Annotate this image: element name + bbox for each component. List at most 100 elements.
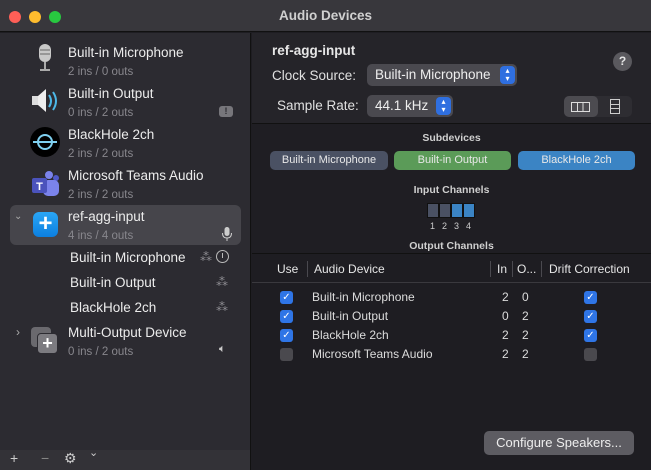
use-checkbox[interactable]: ✓: [280, 291, 293, 304]
input-channel-number: 1: [430, 221, 436, 231]
waveform-icon: ⁂: [200, 250, 212, 264]
add-device-button[interactable]: +: [10, 450, 19, 466]
gear-icon[interactable]: ⚙: [64, 450, 77, 466]
rows-view-button[interactable]: [598, 96, 632, 117]
chevron-down-icon[interactable]: ⌄: [14, 211, 23, 222]
input-channel-box[interactable]: [463, 203, 475, 218]
microphone-icon: [39, 44, 51, 71]
column-header-in[interactable]: In: [497, 262, 508, 276]
close-button[interactable]: [9, 11, 21, 23]
remove-device-button[interactable]: −: [41, 450, 50, 466]
column-header-out[interactable]: O...: [517, 262, 537, 276]
device-name: ref-agg-input: [68, 209, 145, 224]
columns-view-button[interactable]: [564, 96, 598, 117]
input-channel-box[interactable]: [427, 203, 439, 218]
help-button[interactable]: ?: [613, 52, 632, 71]
teams-icon: T: [32, 171, 59, 196]
subdevice-item[interactable]: BlackHole 2ch: [70, 300, 157, 315]
device-channels: 0 ins / 2 outs: [68, 107, 134, 119]
chevron-down-icon[interactable]: ⌄: [89, 447, 99, 459]
input-count: 2: [502, 347, 509, 361]
default-output-speaker-icon: 🔈︎: [219, 343, 226, 355]
device-name: Built-in Microphone: [68, 45, 184, 60]
device-name: Microsoft Teams Audio: [68, 168, 204, 183]
device-channels: 2 ins / 2 outs: [68, 148, 134, 160]
column-separator: [490, 261, 491, 277]
table-row: ✓ Built-in Output 0 2 ✓: [252, 308, 651, 326]
column-header-use[interactable]: Use: [277, 262, 299, 276]
input-count: 2: [502, 328, 509, 342]
column-separator: [307, 261, 308, 277]
default-input-microphone-icon: [222, 227, 232, 241]
device-item-ref-agg-input[interactable]: ⌄ + ref-agg-input 4 ins / 4 outs: [0, 205, 250, 245]
device-item-built-in-microphone[interactable]: Built-in Microphone 2 ins / 0 outs: [0, 41, 250, 81]
device-header: ref-agg-input Clock Source: Built-in Mic…: [252, 33, 651, 123]
aggregate-device-icon: +: [33, 212, 58, 237]
drift-correction-checkbox[interactable]: ✓: [584, 329, 597, 342]
sample-rate-label: Sample Rate:: [277, 98, 359, 113]
input-channel-number: 3: [454, 221, 460, 231]
output-channels-title: Output Channels: [409, 240, 494, 252]
table-row: ✓ BlackHole 2ch 2 2 ✓: [252, 327, 651, 345]
header-divider: [252, 282, 651, 283]
input-channel-box[interactable]: [451, 203, 463, 218]
clock-source-select[interactable]: Built-in Microphone ▴ ▾: [367, 64, 517, 86]
clock-source-label: Clock Source:: [272, 68, 357, 83]
title-bar: Audio Devices: [0, 0, 651, 32]
view-segmented-control: [564, 96, 632, 117]
column-separator: [512, 261, 513, 277]
device-name: BlackHole 2ch: [68, 127, 155, 142]
use-checkbox[interactable]: ✓: [280, 310, 293, 323]
input-channel-box[interactable]: [439, 203, 451, 218]
column-header-drift-correction[interactable]: Drift Correction: [549, 262, 630, 276]
waveform-icon: ⁂: [216, 275, 228, 289]
blackhole-icon: [30, 127, 60, 157]
device-channels: 2 ins / 2 outs: [68, 189, 134, 201]
device-item-multi-output-device[interactable]: › + Multi-Output Device 0 ins / 2 outs 🔈…: [16, 325, 226, 358]
subdevice-item[interactable]: Built-in Microphone: [70, 250, 186, 265]
svg-text:T: T: [36, 181, 43, 193]
input-channel-number: 2: [442, 221, 448, 231]
subdevice-chip[interactable]: BlackHole 2ch: [518, 151, 635, 170]
use-checkbox[interactable]: ✓: [280, 329, 293, 342]
configure-speakers-button[interactable]: Configure Speakers...: [484, 431, 634, 455]
column-header-audio-device[interactable]: Audio Device: [314, 262, 385, 276]
subdevices-panel: Subdevices Built-in Microphone Built-in …: [252, 123, 651, 254]
device-channels: 4 ins / 4 outs: [68, 230, 134, 242]
device-channels: 2 ins / 0 outs: [68, 66, 134, 78]
subdevice-item[interactable]: Built-in Output: [70, 275, 156, 290]
use-checkbox[interactable]: [280, 348, 293, 361]
device-item-blackhole-2ch[interactable]: BlackHole 2ch 2 ins / 2 outs: [0, 123, 250, 163]
speaker-icon: [32, 89, 57, 112]
subdevice-chip[interactable]: Built-in Output: [394, 151, 511, 170]
chevron-right-icon[interactable]: ›: [16, 325, 20, 339]
sample-rate-value: 44.1 kHz: [375, 98, 429, 113]
zoom-button[interactable]: [49, 11, 61, 23]
input-count: 2: [502, 290, 509, 304]
clock-source-value: Built-in Microphone: [375, 67, 491, 82]
audio-device-name: Microsoft Teams Audio: [312, 347, 433, 361]
input-count: 0: [502, 309, 509, 323]
audio-device-name: BlackHole 2ch: [312, 328, 389, 342]
input-channel-number: 4: [466, 221, 472, 231]
drift-correction-checkbox[interactable]: ✓: [584, 291, 597, 304]
updown-chevron-icon: ▴ ▾: [500, 66, 515, 84]
clock-source-icon: [216, 250, 229, 263]
device-name: Built-in Output: [68, 86, 154, 101]
audio-device-name: Built-in Microphone: [312, 290, 415, 304]
sample-rate-select[interactable]: 44.1 kHz ▴ ▾: [367, 95, 453, 117]
output-count: 2: [522, 309, 529, 323]
minimize-button[interactable]: [29, 11, 41, 23]
device-channels: 0 ins / 2 outs: [68, 346, 134, 358]
device-sidebar: Built-in Microphone 2 ins / 0 outs Built…: [0, 33, 251, 450]
device-item-microsoft-teams-audio[interactable]: T Microsoft Teams Audio 2 ins / 2 outs: [0, 164, 250, 204]
device-name: Multi-Output Device: [68, 325, 187, 340]
subdevices-title: Subdevices: [422, 132, 481, 144]
audio-device-name: Built-in Output: [312, 309, 389, 323]
drift-correction-checkbox[interactable]: [584, 348, 597, 361]
window-title: Audio Devices: [278, 8, 373, 23]
device-item-built-in-output[interactable]: Built-in Output 0 ins / 2 outs !: [0, 82, 250, 122]
drift-correction-checkbox[interactable]: ✓: [584, 310, 597, 323]
subdevice-chip[interactable]: Built-in Microphone: [270, 151, 388, 170]
output-count: 2: [522, 347, 529, 361]
